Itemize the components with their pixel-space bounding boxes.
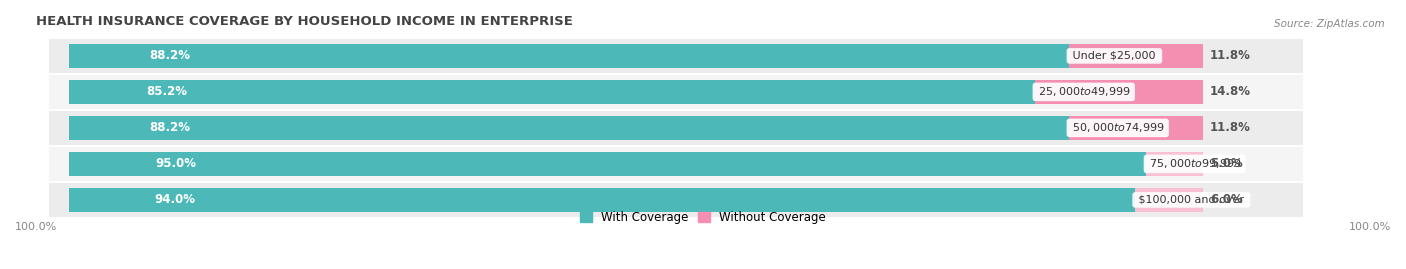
- Text: 85.2%: 85.2%: [146, 86, 188, 98]
- Bar: [69, 188, 1135, 212]
- Bar: [69, 44, 1070, 68]
- Bar: [49, 75, 1303, 109]
- Text: 95.0%: 95.0%: [156, 157, 197, 170]
- Bar: [1070, 116, 1204, 140]
- Text: Under $25,000: Under $25,000: [1070, 51, 1160, 61]
- Bar: [69, 80, 1035, 104]
- Bar: [69, 116, 1070, 140]
- Bar: [49, 111, 1303, 145]
- Text: 11.8%: 11.8%: [1209, 121, 1251, 134]
- Text: 88.2%: 88.2%: [149, 121, 190, 134]
- Bar: [1070, 44, 1204, 68]
- Legend: With Coverage, Without Coverage: With Coverage, Without Coverage: [575, 206, 831, 228]
- Text: 94.0%: 94.0%: [155, 193, 195, 206]
- Text: 88.2%: 88.2%: [149, 49, 190, 62]
- Bar: [49, 183, 1303, 217]
- Text: 5.0%: 5.0%: [1209, 157, 1243, 170]
- Bar: [1035, 80, 1204, 104]
- Text: $50,000 to $74,999: $50,000 to $74,999: [1070, 121, 1166, 134]
- Bar: [1135, 188, 1204, 212]
- Text: $100,000 and over: $100,000 and over: [1135, 195, 1247, 205]
- Text: Source: ZipAtlas.com: Source: ZipAtlas.com: [1274, 19, 1385, 29]
- Bar: [49, 39, 1303, 73]
- Text: 6.0%: 6.0%: [1209, 193, 1243, 206]
- Bar: [69, 152, 1146, 176]
- Text: $75,000 to $99,999: $75,000 to $99,999: [1146, 157, 1243, 170]
- Text: $25,000 to $49,999: $25,000 to $49,999: [1035, 86, 1132, 98]
- Text: 14.8%: 14.8%: [1209, 86, 1251, 98]
- Bar: [1146, 152, 1204, 176]
- Bar: [49, 147, 1303, 181]
- Text: HEALTH INSURANCE COVERAGE BY HOUSEHOLD INCOME IN ENTERPRISE: HEALTH INSURANCE COVERAGE BY HOUSEHOLD I…: [37, 15, 574, 28]
- Text: 11.8%: 11.8%: [1209, 49, 1251, 62]
